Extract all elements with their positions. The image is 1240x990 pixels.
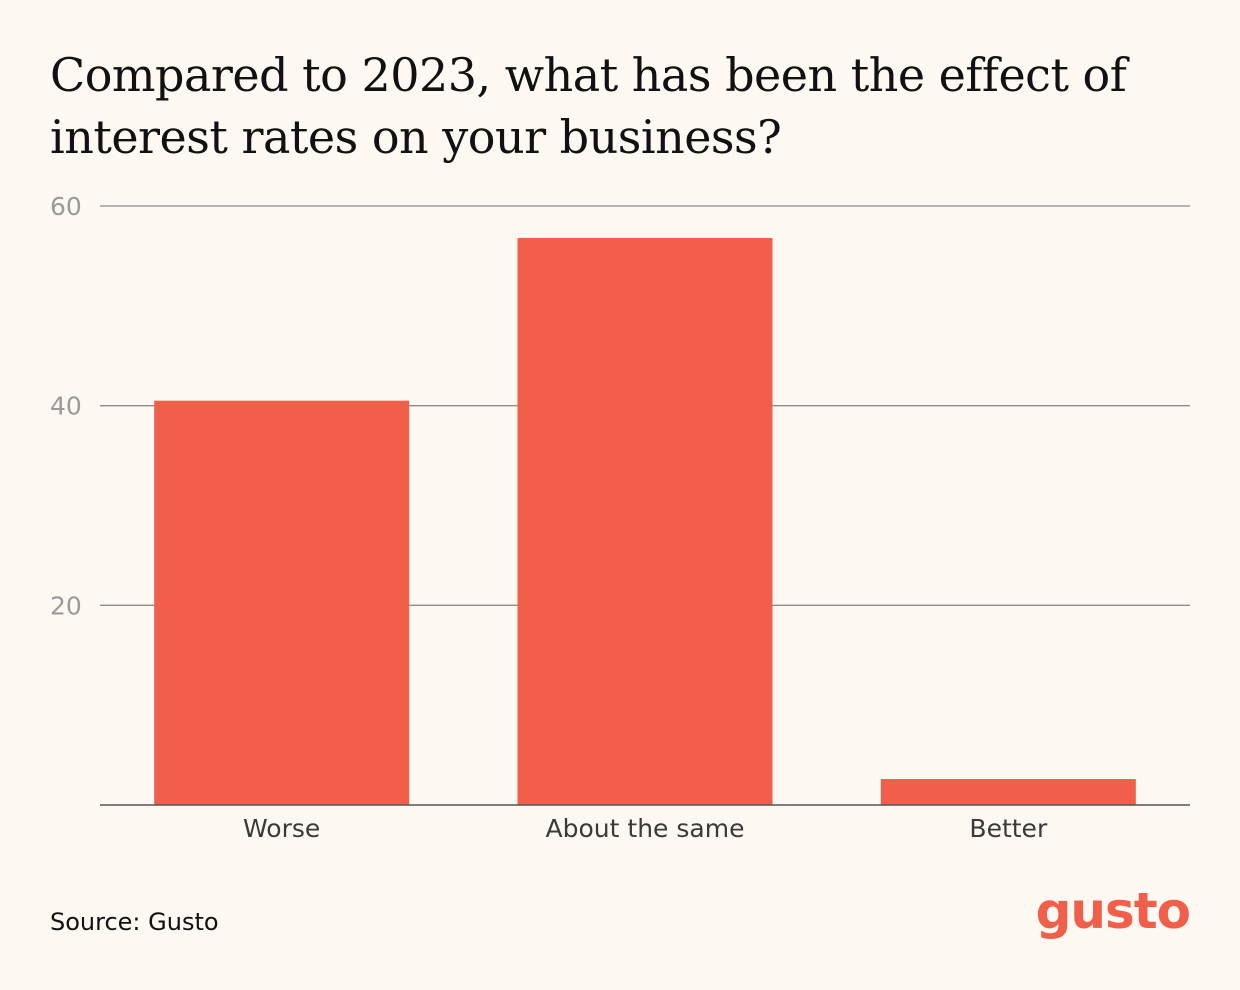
chart-title: Compared to 2023, what has been the effe… <box>50 48 1127 164</box>
bar-better <box>880 779 1136 805</box>
x-label-about-the-same: About the same <box>546 814 745 843</box>
y-axis-ticks: 20 40 60 <box>50 192 82 620</box>
y-tick-label-40: 40 <box>50 392 82 421</box>
bars <box>154 237 1136 806</box>
x-label-better: Better <box>969 814 1048 843</box>
gusto-logo: gusto <box>1035 882 1191 940</box>
y-tick-label-60: 60 <box>50 192 82 221</box>
x-label-worse: Worse <box>243 814 320 843</box>
y-tick-label-20: 20 <box>50 591 82 620</box>
bar-worse <box>154 400 410 805</box>
x-axis-labels: Worse About the same Better <box>243 814 1048 843</box>
bar-about-the-same <box>517 237 773 806</box>
source-note: Source: Gusto <box>50 908 219 936</box>
